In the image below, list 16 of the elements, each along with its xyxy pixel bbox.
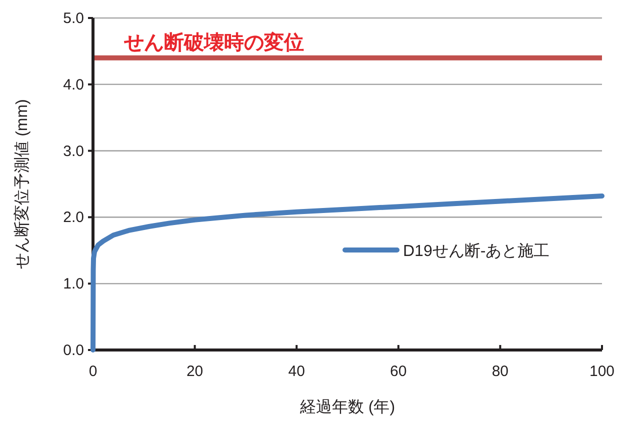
- x-tick-label: 80: [492, 363, 509, 380]
- y-tick-label: 5.0: [63, 10, 84, 27]
- y-tick-label: 2.0: [63, 209, 84, 226]
- x-tick-label: 0: [88, 363, 98, 380]
- x-tick-label: 40: [288, 363, 305, 380]
- y-tick-label: 0.0: [63, 342, 84, 359]
- ref-line-label: せん断破壊時の変位: [123, 30, 304, 54]
- y-tick-label: 3.0: [63, 142, 84, 160]
- x-tick-label: 60: [390, 363, 407, 380]
- legend-label: D19せん断-あと施工: [403, 242, 550, 260]
- x-tick-label: 20: [186, 363, 204, 380]
- y-axis-title: せん断変位予測値 (mm): [13, 99, 31, 269]
- y-tick-label: 1.0: [63, 276, 84, 293]
- y-tick-label: 4.0: [63, 76, 84, 94]
- x-tick-label: 100: [589, 363, 615, 380]
- x-axis-title: 経過年数 (年): [298, 399, 396, 416]
